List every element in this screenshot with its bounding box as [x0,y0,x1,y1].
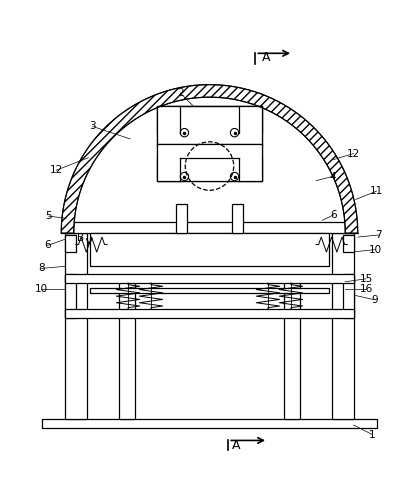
Bar [65,274,76,318]
Bar [42,419,377,428]
Bar [157,105,262,145]
Bar [42,419,377,428]
Bar [157,144,262,181]
Text: 8: 8 [38,263,45,273]
Bar [343,235,354,251]
Text: B: B [77,233,84,243]
Text: A: A [261,51,270,64]
Polygon shape [61,85,358,233]
Text: 3: 3 [89,121,96,131]
Bar [65,309,354,318]
Bar [157,144,262,181]
Bar [65,235,76,251]
Bar [343,274,354,318]
Text: 12: 12 [347,148,360,158]
Text: 6: 6 [44,241,51,250]
Text: 16: 16 [360,284,373,294]
Bar [65,222,354,233]
Bar [284,277,300,419]
Bar [65,274,354,283]
Bar [91,233,328,266]
Text: A: A [233,440,241,452]
Bar [157,158,180,181]
Bar [119,277,135,419]
Text: 10: 10 [369,245,382,254]
Text: 4: 4 [329,171,336,182]
Text: 2: 2 [177,88,184,98]
Text: 5: 5 [45,211,52,221]
Bar [65,274,354,283]
Bar [343,274,354,318]
Bar [332,233,354,419]
Bar [65,222,354,233]
Bar [239,158,262,181]
Text: 15: 15 [360,274,373,284]
Bar [65,233,87,419]
Bar [157,105,262,145]
Bar [157,105,180,133]
Bar [233,204,243,233]
Bar [176,204,186,233]
Text: 11: 11 [370,186,383,196]
Bar [65,274,76,318]
Text: 1: 1 [369,430,376,440]
Bar [91,289,328,294]
Text: 9: 9 [371,295,378,305]
Bar [239,105,262,133]
Text: 6: 6 [330,210,337,220]
Text: 10: 10 [35,284,48,294]
Text: 12: 12 [49,165,63,175]
Text: 7: 7 [375,230,382,240]
Bar [65,309,354,318]
